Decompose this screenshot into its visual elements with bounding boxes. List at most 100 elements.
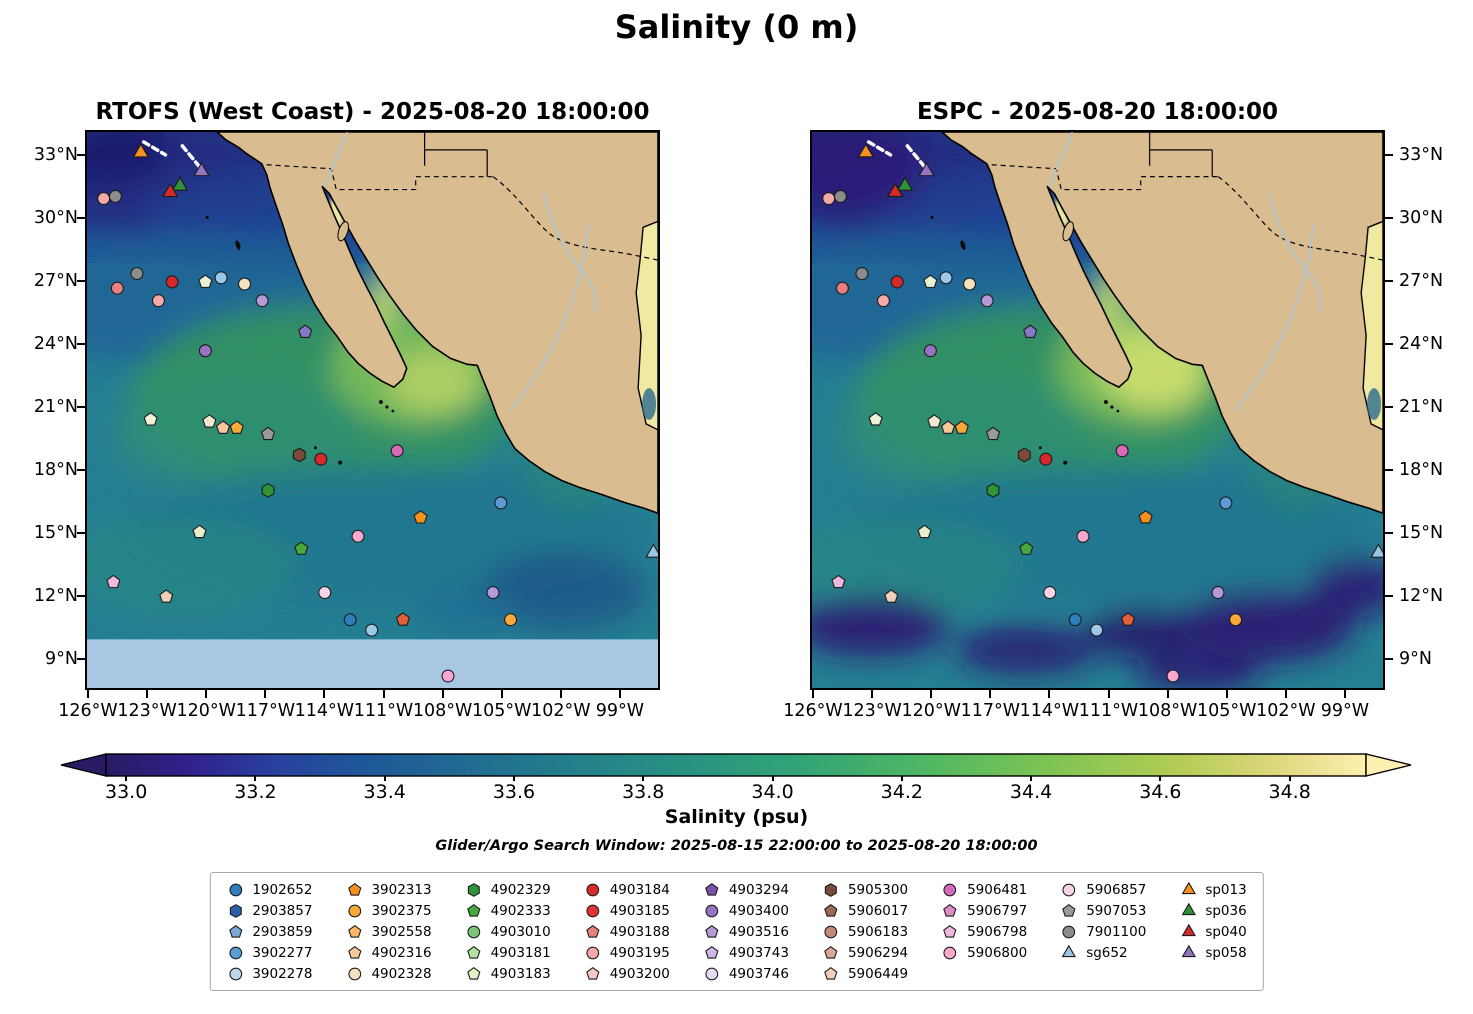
legend-item-4903010: 4903010 [465,923,551,940]
legend-item-4903400: 4903400 [703,902,789,919]
lat-tick-label: 21°N [1399,397,1444,417]
lat-tickmark [77,280,85,282]
glider-marker-sp058 [918,161,935,177]
lon-tickmark [382,690,385,698]
lat-tick-label: 21°N [33,397,78,417]
pentagon-marker-icon [1062,903,1076,917]
lon-tick-label: 111°W [353,701,414,721]
float-marker [110,281,124,295]
panel-title-rtofs: RTOFS (West Coast) - 2025-08-20 18:00:00 [95,99,650,125]
circle-marker-icon [228,946,242,959]
legend-label: 4903183 [490,965,551,982]
glider-track [141,140,168,157]
lon-tick-label: 120°W [176,701,236,721]
circle-marker-icon [586,904,600,917]
glider-marker-sg652 [645,543,658,558]
colorbar-tick-label: 34.0 [751,781,794,803]
legend-label: 4903188 [609,923,670,940]
float-marker [939,271,953,285]
legend-label: sp013 [1205,881,1247,898]
lon-tickmark [87,690,89,698]
lon-tickmark [930,690,933,698]
legend-label: sp040 [1205,923,1247,940]
legend-item-5905300: 5905300 [822,881,908,898]
float-marker [260,426,276,441]
lat-tickmark [77,154,85,156]
float-marker [923,274,938,288]
legend-label: 4902329 [490,881,551,898]
lon-tickmark [559,690,562,698]
float-marker [833,189,847,203]
legend-item-4903185: 4903185 [584,902,670,919]
legend-label: 4903200 [609,965,670,982]
float-marker [985,426,1001,441]
float-marker [1019,541,1034,555]
legend-item-5907053: 5907053 [1060,902,1146,919]
lon-tickmark [205,690,208,698]
float-marker [202,414,217,428]
colorbar-tick-label: 34.8 [1268,781,1311,803]
lon-tick-label: 123°W [117,701,177,721]
map-svg-espc [812,132,1383,688]
circle-marker-icon [1062,925,1076,938]
colorbar-tickmark [1288,776,1291,781]
float-marker [261,483,275,498]
float-marker [1017,447,1031,463]
colorbar [60,753,1412,777]
colorbar-right-arrow [1365,753,1412,777]
lat-tick-label: 30°N [33,208,78,228]
legend-item-4903746: 4903746 [703,965,789,982]
circle-marker-icon [348,967,361,980]
figure-title: Salinity (0 m) [614,8,859,46]
lon-tick-label: 111°W [1078,701,1139,721]
legend-item-sp013: sp013 [1179,881,1247,898]
lat-tickmark [77,532,85,534]
lat-tickmark [1385,532,1393,534]
float-marker [917,524,932,539]
colorbar-tick-label: 33.0 [105,781,148,803]
legend-column: 1902652 2903857 2903859 3902277 3902278 [226,881,312,982]
lat-tickmark [1385,280,1393,282]
legend-label: 3902558 [371,923,432,940]
legend-label: sg652 [1086,944,1128,961]
lon-tickmark [146,690,149,698]
legend-label: 2903857 [252,902,313,919]
glider-track [866,140,893,157]
pentagon-marker-icon [824,945,838,959]
legend-item-4903183: 4903183 [465,965,551,982]
float-marker [130,267,144,281]
colorbar-left-arrow [60,753,107,777]
circle-marker-icon [467,925,480,938]
legend-item-3902277: 3902277 [226,944,312,961]
legend-label: 3902278 [252,965,313,982]
legend-label: 5906294 [847,944,909,961]
legend-item-4903743: 4903743 [703,944,789,961]
lat-tick-label: 33°N [1399,145,1444,165]
legend-label: 5906183 [847,923,909,940]
lat-tickmark [77,217,85,219]
float-marker [229,420,244,434]
legend-item-4903181: 4903181 [465,944,551,961]
lon-tickmark [1343,690,1346,698]
legend-item-3902558: 3902558 [345,923,432,940]
pentagon-marker-icon [466,966,481,980]
pentagon-marker-icon [347,945,362,959]
legend-label: 3902277 [252,944,313,961]
legend-item-2903857: 2903857 [226,902,312,919]
colorbar-tick-label: 33.2 [234,781,277,803]
map-rtofs [85,130,660,690]
legend-item-sp036: sp036 [1179,902,1247,919]
colorbar-tickmark [1030,776,1033,781]
map-svg-rtofs [87,132,658,688]
lon-tickmark [1225,690,1228,698]
lon-tickmark [500,690,503,698]
legend-label: 3902375 [371,902,432,919]
legend-item-3902313: 3902313 [345,881,432,898]
legend-column: 3902313 3902375 3902558 4902316 4902328 [345,881,432,982]
lon-tickmark [264,690,267,698]
legend-label: 5906857 [1086,881,1147,898]
float-marker [835,281,849,295]
float-marker [390,444,404,458]
float-marker [876,294,890,308]
circle-marker-icon [586,883,600,896]
